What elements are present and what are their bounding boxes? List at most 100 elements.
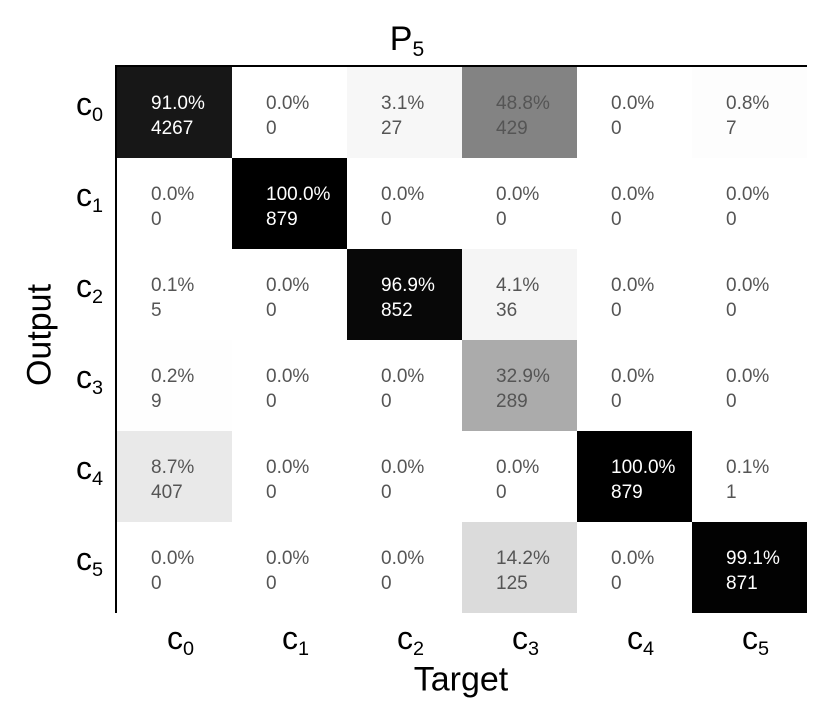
cell-percent-label: 0.0% [726,366,770,387]
cell-percent-label: 14.2% [496,548,550,569]
cell-text: 0.0% 0 [266,455,309,505]
cell-text: 0.0% 0 [381,455,424,505]
cell-percent-label: 96.9% [381,275,435,296]
cell-text: 0.0% 0 [611,546,654,596]
matrix-cell-r1-c0: 0.0% 0 [117,158,232,249]
cell-percent-label: 0.1% [151,275,195,296]
x-tick-label: c1 [282,620,310,660]
cell-text: 0.0% 0 [611,182,654,232]
cell-percent-label: 0.0% [151,548,195,569]
cell-count-label: 0 [611,573,622,594]
cell-text: 0.1% 5 [151,273,194,323]
cell-count-label: 7 [726,118,737,139]
matrix-cell-r4-c0: 8.7% 407 [117,431,232,522]
cell-percent-label: 0.8% [726,93,770,114]
matrix-cell-r4-c5: 0.1% 1 [692,431,807,522]
cell-count-label: 407 [151,482,183,503]
cell-count-label: 4267 [151,118,194,139]
matrix-cell-r3-c0: 0.2% 9 [117,340,232,431]
cell-count-label: 125 [496,573,528,594]
cell-count-label: 429 [496,118,528,139]
cell-count-label: 0 [611,391,622,412]
matrix-cell-r3-c5: 0.0% 0 [692,340,807,431]
cell-text: 0.2% 9 [151,364,194,414]
matrix-cell-r5-c3: 14.2% 125 [462,522,577,613]
cell-percent-label: 0.0% [266,366,310,387]
cell-percent-label: 0.0% [611,275,655,296]
matrix-cell-r5-c5: 99.1% 871 [692,522,807,613]
matrix-cell-r3-c2: 0.0% 0 [347,340,462,431]
cell-text: 0.1% 1 [726,455,769,505]
cell-count-label: 0 [611,118,622,139]
cell-percent-label: 0.0% [496,457,540,478]
cell-percent-label: 4.1% [496,275,540,296]
cell-count-label: 1 [726,482,737,503]
cell-count-label: 36 [496,300,518,321]
cell-count-label: 5 [151,300,162,321]
cell-percent-label: 0.0% [266,548,310,569]
cell-text: 0.0% 0 [266,91,309,141]
cell-count-label: 0 [151,209,162,230]
matrix-cell-r0-c3: 48.8% 429 [462,67,577,158]
cell-text: 0.0% 0 [381,546,424,596]
matrix-cell-r1-c2: 0.0% 0 [347,158,462,249]
matrix-cell-r4-c3: 0.0% 0 [462,431,577,522]
matrix-cell-r3-c4: 0.0% 0 [577,340,692,431]
y-axis-label: Output [20,283,59,387]
cell-percent-label: 0.0% [151,184,195,205]
matrix-cell-r4-c1: 0.0% 0 [232,431,347,522]
matrix-cell-r4-c2: 0.0% 0 [347,431,462,522]
cell-percent-label: 0.1% [726,457,770,478]
cell-percent-label: 0.0% [381,184,425,205]
cell-count-label: 0 [611,209,622,230]
cell-text: 0.0% 0 [266,364,309,414]
cell-count-label: 289 [496,391,528,412]
matrix-cell-r2-c2: 96.9% 852 [347,249,462,340]
matrix-cell-r0-c0: 91.0% 4267 [117,67,232,158]
x-tick-label: c4 [627,620,655,660]
cell-percent-label: 0.0% [611,184,655,205]
cell-percent-label: 3.1% [381,93,425,114]
matrix-cell-r0-c1: 0.0% 0 [232,67,347,158]
y-tick-label: c1 [76,177,104,217]
matrix-cell-r5-c2: 0.0% 0 [347,522,462,613]
cell-text: 0.0% 0 [496,455,539,505]
cell-text: 96.9% 852 [381,273,435,323]
cell-count-label: 0 [381,482,392,503]
cell-text: 0.0% 0 [726,182,769,232]
cell-percent-label: 91.0% [151,93,205,114]
chart-title: P5 [389,20,425,62]
cell-percent-label: 100.0% [611,457,676,478]
cell-text: 0.0% 0 [151,182,194,232]
cell-percent-label: 0.0% [266,93,310,114]
cell-percent-label: 0.0% [611,548,655,569]
matrix-cell-r1-c4: 0.0% 0 [577,158,692,249]
cell-count-label: 0 [266,300,277,321]
matrix-cell-r2-c0: 0.1% 5 [117,249,232,340]
cell-text: 99.1% 871 [726,546,780,596]
cell-percent-label: 0.0% [266,457,310,478]
cell-count-label: 879 [611,482,643,503]
cell-percent-label: 0.0% [381,366,425,387]
matrix-cell-r1-c1: 100.0% 879 [232,158,347,249]
cell-count-label: 0 [381,573,392,594]
x-tick-label: c0 [167,620,195,660]
cell-text: 91.0% 4267 [151,91,205,141]
cell-count-label: 0 [151,573,162,594]
cell-percent-label: 100.0% [266,184,331,205]
cell-percent-label: 48.8% [496,93,550,114]
matrix-cell-r3-c1: 0.0% 0 [232,340,347,431]
cell-text: 0.0% 0 [381,364,424,414]
cell-percent-label: 32.9% [496,366,550,387]
cell-percent-label: 0.0% [381,457,425,478]
cell-percent-label: 0.0% [726,275,770,296]
matrix-grid: 91.0% 4267 0.0% 0 3.1% 27 48.8% 429 0.0% 0 0.8% 7 0.… [115,65,807,613]
y-tick-label: c3 [76,359,104,399]
cell-percent-label: 0.0% [611,366,655,387]
matrix-cell-r1-c5: 0.0% 0 [692,158,807,249]
x-tick-label: c2 [397,620,425,660]
cell-text: 0.0% 0 [611,273,654,323]
cell-text: 0.0% 0 [726,364,769,414]
cell-count-label: 0 [266,391,277,412]
